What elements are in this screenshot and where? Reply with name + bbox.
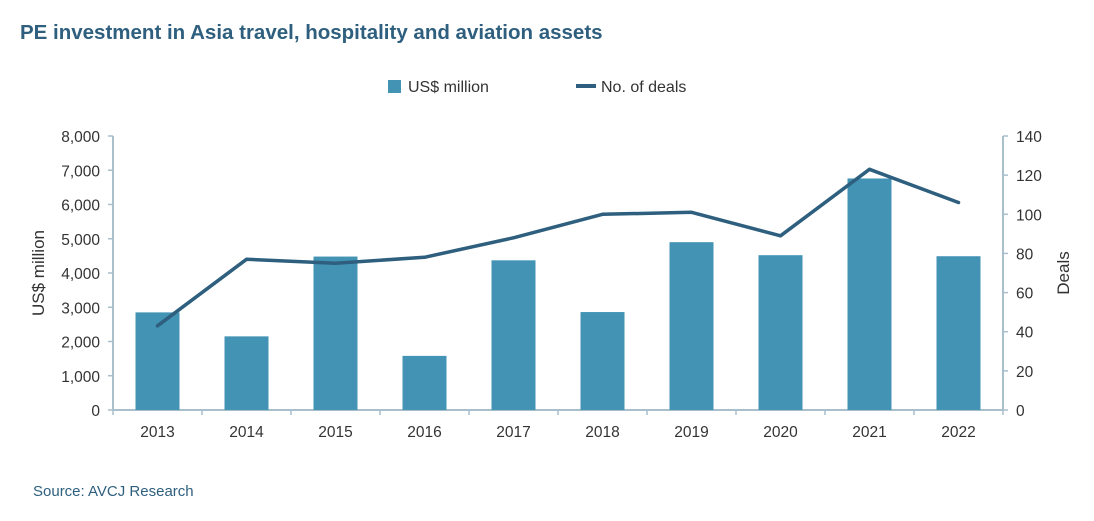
x-tick-label: 2019 [674,424,708,441]
deals-point-2015 [333,261,338,265]
bar-2020 [758,255,803,410]
x-tick-label: 2018 [585,424,619,441]
bar-2021 [847,178,892,410]
y-tick-label-left: 3,000 [61,300,100,317]
bar-2016 [402,355,447,410]
legend-bar-swatch [388,80,401,93]
y-tick-label-left: 0 [91,403,100,420]
deals-line-group [155,167,961,328]
deals-point-2021 [867,167,872,171]
y-tick-label-left: 6,000 [61,198,100,215]
x-tick-label: 2017 [496,424,530,441]
deals-point-2017 [511,236,516,240]
deals-point-2020 [778,234,783,238]
bar-2017 [491,260,536,410]
y-axis-title-left: US$ million [29,230,48,316]
deals-line [155,167,961,328]
y-tick-label-right: 100 [1016,207,1042,224]
x-tick-label: 2014 [229,424,264,441]
y-tick-label-right: 0 [1016,403,1025,420]
y-tick-label-right: 20 [1016,364,1034,381]
y-tick-label-right: 60 [1016,286,1034,303]
x-tick-label: 2022 [941,424,975,441]
bar-2015 [313,256,358,410]
bar-2022 [936,256,981,410]
bar-2018 [580,312,625,410]
legend: US$ million No. of deals [388,79,686,96]
bars [135,178,981,410]
y-tick-label-left: 1,000 [61,369,100,386]
x-tick-label: 2021 [852,424,886,441]
axis-labels: US$ million Deals [29,230,1073,316]
y-tick-label-right: 120 [1016,168,1042,185]
bar-2019 [669,242,714,410]
deals-point-2014 [244,257,249,261]
y-tick-label-right: 140 [1016,129,1042,146]
bar-2013 [135,312,180,410]
x-tick-label: 2015 [318,424,352,441]
x-tick-label: 2016 [407,424,441,441]
axes: 0 1,000 2,000 3,000 4,000 5,000 6,000 7,000 8,00… [61,129,1042,441]
y-tick-label-right: 80 [1016,246,1034,263]
y-tick-label-left: 7,000 [61,163,100,180]
y-tick-label-right: 40 [1016,325,1034,342]
legend-line-label: No. of deals [601,79,686,96]
deals-point-2018 [600,212,605,216]
x-tick-label: 2020 [763,424,798,441]
deals-point-2013 [155,324,160,328]
x-tick-label: 2013 [140,424,174,441]
y-axis-title-right: Deals [1054,251,1073,294]
legend-bar-label: US$ million [408,79,489,96]
source-note: Source: AVCJ Research [33,483,194,500]
y-tick-label-left: 5,000 [61,232,100,249]
y-tick-label-left: 2,000 [61,335,100,352]
bar-2014 [224,336,269,410]
y-tick-label-left: 8,000 [61,129,100,146]
deals-point-2019 [689,210,694,214]
chart-title: PE investment in Asia travel, hospitalit… [20,21,603,44]
y-tick-label-left: 4,000 [61,266,100,283]
deals-point-2016 [422,255,427,259]
deals-point-2022 [956,200,961,205]
